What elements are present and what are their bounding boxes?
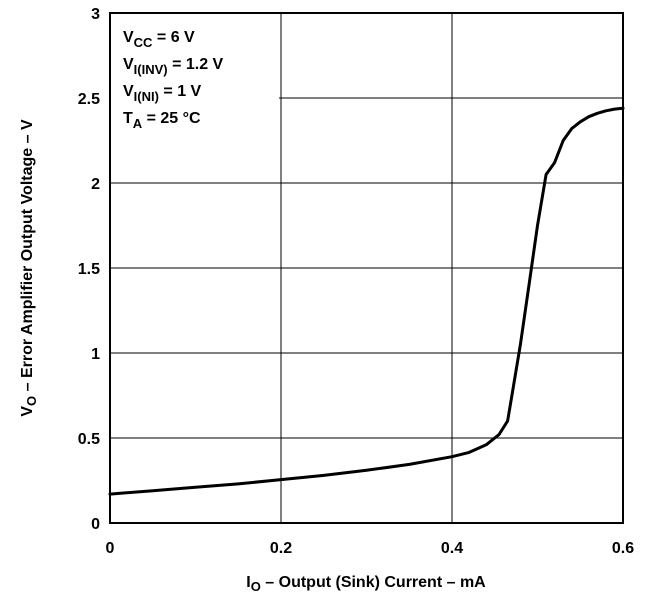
x-axis-label-sub: O bbox=[251, 579, 261, 594]
x-tick-label: 0 bbox=[106, 540, 115, 557]
x-tick-label: 0.4 bbox=[441, 540, 463, 557]
x-tick-label: 0.2 bbox=[270, 540, 292, 557]
y-tick-label: 1 bbox=[91, 346, 100, 363]
y-axis-label: VO – Error Amplifier Output Voltage – V bbox=[19, 119, 39, 417]
y-tick-label: 0 bbox=[91, 516, 100, 533]
y-tick-label: 2 bbox=[91, 176, 100, 193]
y-tick-label: 0.5 bbox=[78, 431, 100, 448]
y-tick-labels: 0 0.5 1 1.5 2 2.5 3 bbox=[78, 6, 100, 533]
y-tick-label: 2.5 bbox=[78, 91, 100, 108]
x-tick-labels: 0 0.2 0.4 0.6 bbox=[106, 540, 635, 557]
y-axis-label-main: V bbox=[19, 406, 36, 417]
x-tick-label: 0.6 bbox=[612, 540, 634, 557]
y-tick-label: 1.5 bbox=[78, 261, 100, 278]
y-tick-label: 3 bbox=[91, 6, 100, 23]
condition-box: VCC = 6 VVI(INV) = 1.2 VVI(NI) = 1 VTA =… bbox=[111, 14, 279, 154]
y-axis-label-sub: O bbox=[24, 396, 39, 406]
x-axis-label-rest: – Output (Sink) Current – mA bbox=[261, 574, 486, 591]
x-axis-label: IO – Output (Sink) Current – mA bbox=[246, 574, 486, 594]
y-axis-label-rest: – Error Amplifier Output Voltage – V bbox=[19, 119, 36, 396]
